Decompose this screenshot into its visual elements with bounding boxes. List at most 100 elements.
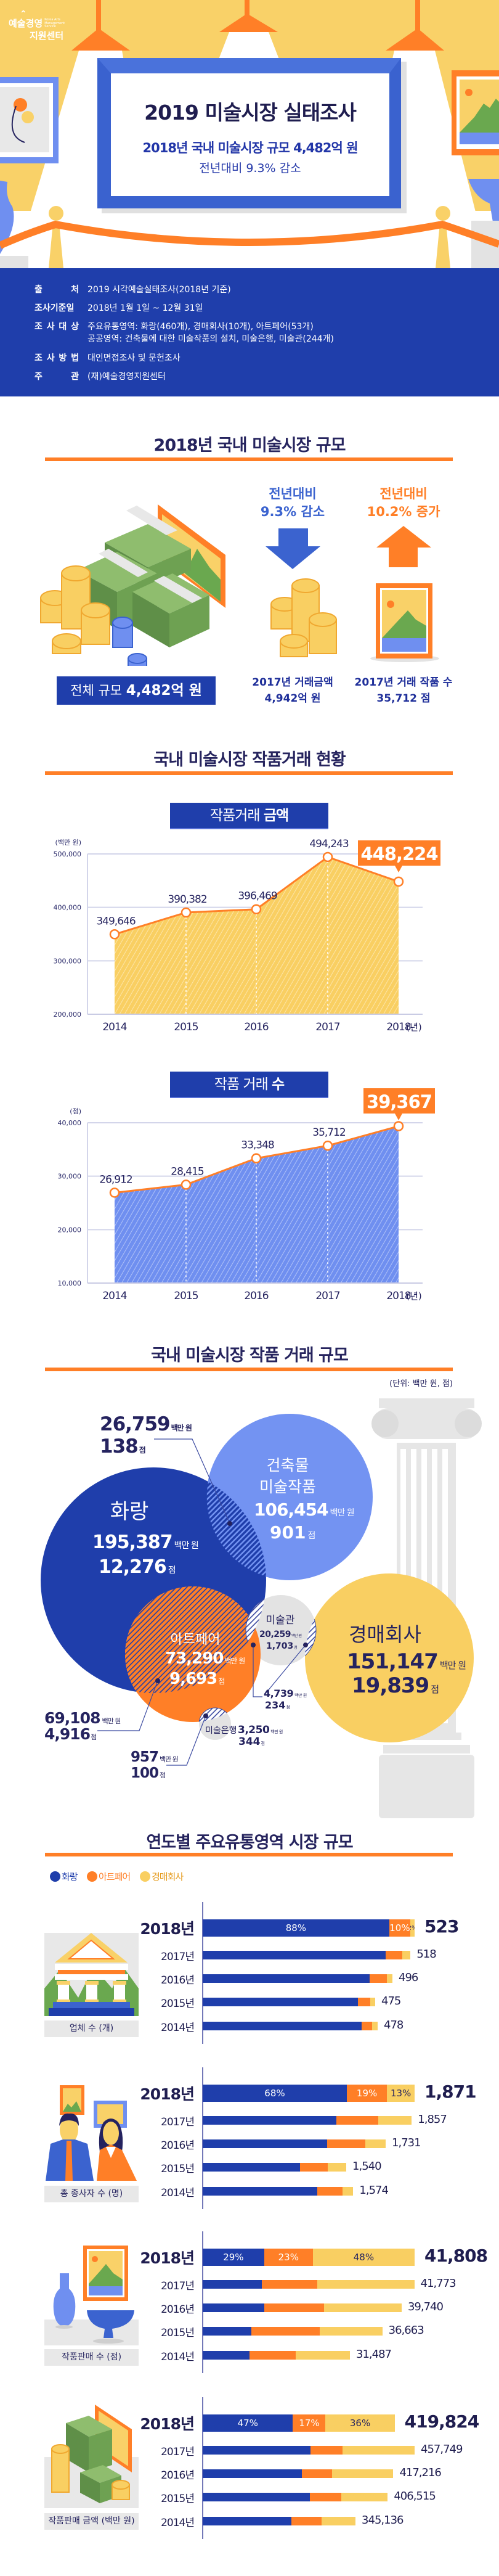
x-tick-label: 2018 bbox=[386, 1290, 410, 1302]
increase-line2: 10.2% 증가 bbox=[367, 504, 440, 519]
x-unit-label: (년) bbox=[406, 1022, 422, 1033]
bar-segment bbox=[301, 2469, 333, 2478]
page-change: 전년대비 9.3% 감소 bbox=[199, 162, 301, 175]
bar-segment bbox=[317, 2280, 415, 2289]
logo-text-en: Korea Arts Management Service bbox=[44, 18, 65, 28]
data-point bbox=[322, 851, 333, 863]
venn-circle-museum bbox=[246, 1595, 316, 1665]
gallery-artfair-overlap-count: 4,916점 bbox=[44, 1725, 96, 1743]
section-heading-distribution: 연도별 주요유통영역 시장 규모 bbox=[146, 1833, 353, 1852]
bar-year-label: 2016년 bbox=[161, 1974, 195, 1987]
bar-segment bbox=[203, 1974, 370, 1983]
vase-icon bbox=[0, 181, 14, 254]
bar-segment: 48% bbox=[312, 2249, 415, 2266]
amount-area-chart: 200,000 300,000 400,000 500,000 (백만 원) 349,64… bbox=[54, 838, 440, 1033]
bar-total-label: 518 bbox=[416, 1948, 436, 1961]
gallery-building-icon bbox=[44, 1933, 139, 2016]
legend-dot-artfair bbox=[87, 1871, 97, 1882]
legend-artfair: 아트페어 bbox=[99, 1871, 131, 1882]
info-value: 공공영역: 건축물에 대한 미술작품의 설치, 미술은행, 미술관(244개) bbox=[87, 334, 334, 344]
y-tick-label: 10,000 bbox=[58, 1279, 82, 1287]
data-label: 349,646 bbox=[96, 915, 135, 927]
bar-segment bbox=[203, 1951, 386, 1959]
segment-share-label: 17% bbox=[299, 2418, 320, 2429]
bar-segment bbox=[203, 2303, 265, 2312]
bar-segment bbox=[385, 1951, 402, 1959]
bar-segment: 29% bbox=[203, 2249, 264, 2266]
stacked-bar bbox=[203, 2187, 354, 2196]
auction-name: 경매회사 bbox=[349, 1623, 421, 1646]
legend-dot-gallery bbox=[50, 1871, 60, 1882]
info-row-period: 조사기준일 2018년 1월 1일 ~ 12월 31일 bbox=[34, 302, 203, 314]
data-label: 35,712 bbox=[312, 1126, 346, 1139]
bar-segment bbox=[324, 2303, 402, 2312]
stacked-bar bbox=[203, 2163, 346, 2172]
bar-segment bbox=[203, 2187, 317, 2196]
x-tick-label: 2014 bbox=[102, 1021, 126, 1033]
bar-year-label: 2014년 bbox=[161, 2022, 195, 2034]
venn-circle-auction bbox=[305, 1573, 474, 1742]
decrease-text: 전년대비 9.3% 감소 bbox=[243, 485, 342, 521]
stacked-bar bbox=[203, 1998, 375, 2006]
info-value: 주요유통영역: 화랑(460개), 경매회사(10개), 아트페어(53개) bbox=[87, 322, 314, 332]
bar-total-label: 345,136 bbox=[362, 2514, 404, 2527]
venn-unit: (단위: 백만 원, 점) bbox=[389, 1379, 453, 1388]
page-title: 2019 미술시장 실태조사 bbox=[144, 100, 357, 125]
bar-segment: 47% bbox=[203, 2414, 293, 2432]
bar-segment: 10% bbox=[389, 1919, 411, 1937]
bar-segment bbox=[250, 2351, 296, 2360]
bar-year-label: 2015년 bbox=[161, 1998, 195, 2010]
logo-text-top: 예술경영 bbox=[9, 17, 43, 29]
callout-value: 39,367 bbox=[367, 1091, 432, 1112]
chart-title-regular: 작품거래 bbox=[209, 808, 261, 824]
bar-segment bbox=[365, 2139, 386, 2148]
y-tick-label: 300,000 bbox=[54, 957, 82, 965]
bar-segment bbox=[319, 2327, 383, 2336]
bar-total-label: 417,216 bbox=[399, 2466, 441, 2479]
arrow-up-icon bbox=[376, 526, 431, 567]
divider bbox=[45, 771, 453, 775]
bar-year-label: 2018년 bbox=[140, 1920, 195, 1938]
arrow-down-icon bbox=[266, 528, 320, 569]
data-point bbox=[109, 929, 120, 940]
artfair-amount: 73,290 백만 원 bbox=[165, 1649, 245, 1668]
auction-amount: 151,147 백만 원 bbox=[347, 1649, 466, 1674]
bar-segment: 13% bbox=[387, 2085, 415, 2102]
money-icon bbox=[44, 2405, 139, 2508]
prev-amount-value: 4,942억 원 bbox=[264, 692, 321, 705]
artfair-count: 9,693 점 bbox=[169, 1670, 224, 1688]
bar-segment bbox=[332, 2469, 394, 2478]
bar-group-label-sales-amount: 작품판매 금액 (백만 원) bbox=[44, 2513, 139, 2530]
post-icon bbox=[436, 223, 450, 268]
bar-total-label: 31,487 bbox=[356, 2348, 392, 2361]
bar-segment bbox=[343, 2187, 354, 2196]
gallery-name: 화랑 bbox=[110, 1499, 149, 1524]
leader-dots bbox=[155, 1521, 308, 1718]
divider bbox=[45, 1368, 453, 1371]
total-size-box: 전체 규모 4,482억 원 bbox=[57, 676, 216, 705]
highlight-callout: 448,224 bbox=[358, 840, 440, 872]
gallery-amount: 195,387 백만 원 bbox=[92, 1532, 198, 1553]
bar-segment bbox=[203, 2022, 362, 2030]
bar-segment bbox=[251, 2327, 320, 2336]
stacked-bar bbox=[203, 2280, 415, 2289]
bar-segment bbox=[291, 2517, 322, 2525]
museum-amount: 20,259백만 원 bbox=[259, 1630, 302, 1639]
bar-segment: 19% bbox=[346, 2085, 387, 2102]
bar-segment bbox=[341, 2493, 388, 2501]
architecture-amount: 106,454 백만 원 bbox=[254, 1499, 354, 1520]
segment-share-label: 36% bbox=[349, 2418, 371, 2429]
bar-total-label: 36,663 bbox=[388, 2324, 424, 2337]
bar-year-label: 2014년 bbox=[161, 2187, 195, 2199]
bar-segment: 88% bbox=[203, 1919, 389, 1937]
bar-year-label: 2018년 bbox=[140, 2249, 195, 2267]
bar-segment bbox=[262, 2280, 317, 2289]
bar-segment bbox=[264, 2303, 324, 2312]
prev-count-label: 2017년 거래 작품 수 bbox=[354, 676, 453, 689]
market-size-illustration bbox=[40, 504, 439, 666]
stacked-bar bbox=[203, 2139, 386, 2148]
data-point bbox=[251, 1153, 262, 1163]
y-tick-label: 500,000 bbox=[54, 850, 82, 858]
legend-gallery: 화랑 bbox=[62, 1871, 78, 1882]
